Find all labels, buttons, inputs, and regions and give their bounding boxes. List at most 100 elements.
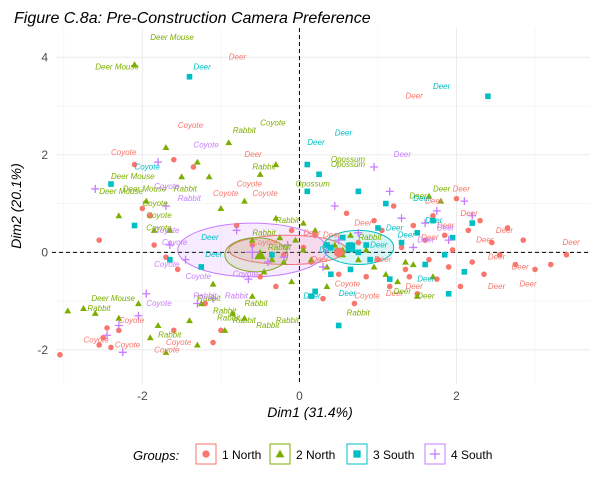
point-label: Deer	[476, 236, 494, 245]
data-point	[520, 237, 527, 243]
data-point	[299, 246, 307, 253]
point-label: Coyote	[237, 179, 263, 188]
point-label: Deer	[460, 209, 478, 218]
data-point	[174, 266, 181, 273]
group-mean-point	[333, 247, 344, 258]
data-point	[161, 202, 170, 210]
chart-title: Figure C.8a: Pre-Construction Camera Pre…	[14, 10, 371, 27]
point-label: Deer	[339, 289, 357, 298]
data-point	[104, 325, 110, 331]
data-point	[355, 239, 362, 246]
point-label: Coyote	[233, 270, 259, 279]
data-point	[355, 188, 362, 195]
data-point	[469, 220, 476, 226]
data-point	[328, 244, 334, 251]
point-label: Rabbit	[276, 316, 300, 325]
point-label: Deer	[405, 92, 423, 101]
point-label: Opossum	[331, 160, 366, 169]
data-point	[398, 244, 405, 251]
group-mean-point	[245, 245, 260, 260]
data-point	[283, 241, 292, 250]
data-point	[209, 280, 217, 287]
legend-label: 3 South	[373, 448, 414, 462]
point-label: Coyote	[166, 338, 192, 347]
data-point	[225, 139, 233, 146]
data-point	[386, 276, 393, 282]
data-point	[268, 256, 276, 263]
x-tick-label: -2	[137, 389, 148, 403]
data-point	[437, 197, 445, 204]
concentration-ellipse	[224, 237, 289, 273]
y-tick-label: 2	[41, 148, 48, 162]
data-point	[154, 158, 163, 167]
point-label: Coyote	[162, 238, 188, 247]
data-point	[181, 255, 190, 264]
point-label: Coyote	[111, 148, 137, 157]
point-label: Deer	[433, 184, 451, 193]
point-label: Rabbit	[193, 292, 217, 301]
data-point	[316, 171, 322, 178]
point-label: Deer	[417, 236, 435, 245]
data-point	[414, 230, 421, 236]
point-label: Rabbit	[217, 314, 241, 323]
point-label: Deer	[511, 262, 529, 271]
legend-marker	[275, 449, 285, 458]
point-label: Rabbit	[174, 184, 198, 193]
data-points	[57, 61, 570, 358]
point-labels: CoyoteCoyoteCoyoteCoyoteCoyoteDeerDeerCo…	[83, 33, 580, 354]
data-point	[186, 317, 193, 324]
data-point	[386, 283, 393, 290]
data-point	[221, 326, 229, 333]
point-label: Deer	[496, 226, 514, 235]
point-label: Deer	[417, 292, 435, 301]
data-point	[131, 161, 138, 168]
data-point	[257, 273, 263, 280]
point-label: Rabbit	[213, 306, 237, 315]
group-means	[245, 242, 356, 260]
data-point	[432, 206, 441, 215]
point-label: Deer	[374, 255, 392, 264]
y-tick-label: 0	[41, 245, 48, 259]
point-label: Deer	[394, 150, 412, 159]
point-label: Deer	[453, 184, 471, 193]
point-label: Coyote	[252, 238, 278, 247]
data-point	[91, 184, 100, 193]
data-point	[273, 283, 279, 290]
data-point	[339, 234, 346, 241]
data-point	[108, 181, 114, 187]
data-point	[269, 251, 275, 258]
point-label: Rabbit	[252, 162, 276, 171]
data-point	[390, 203, 397, 209]
data-point	[410, 222, 417, 229]
point-label: Rabbit	[158, 331, 182, 340]
data-point	[91, 309, 99, 316]
point-label: Rabbit	[256, 321, 280, 330]
data-point	[165, 241, 174, 250]
point-label: Deer	[307, 138, 325, 147]
data-point	[154, 322, 162, 329]
point-label: Rabbit	[358, 233, 382, 242]
point-label: Coyote	[260, 119, 286, 128]
point-label: Deer	[421, 233, 439, 242]
data-point	[382, 270, 390, 277]
data-point	[426, 256, 432, 263]
data-point	[288, 227, 295, 234]
data-point	[288, 278, 295, 285]
point-label: Deer	[425, 216, 443, 225]
point-label: Deer	[433, 82, 451, 91]
grid	[56, 28, 590, 384]
point-label: Deer Mouse	[150, 33, 194, 42]
data-point	[465, 227, 472, 234]
data-point	[547, 261, 554, 268]
data-point	[57, 351, 63, 358]
data-point	[142, 289, 151, 298]
data-point	[108, 344, 114, 351]
data-point	[512, 261, 519, 268]
point-label: Coyote	[135, 162, 161, 171]
data-point	[80, 305, 87, 311]
data-point	[441, 232, 448, 239]
data-point	[118, 348, 127, 357]
data-point	[115, 212, 123, 219]
data-point	[312, 288, 318, 295]
data-point	[363, 242, 369, 248]
